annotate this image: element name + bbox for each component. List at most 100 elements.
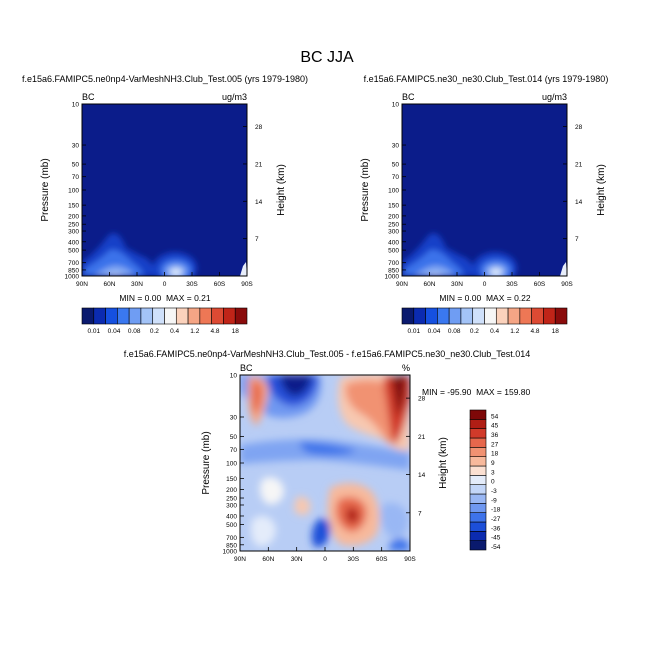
colorbar-label: 4.8 [210, 328, 219, 335]
panel-b-title: f.e15a6.FAMIPC5.ne30_ne30.Club_Test.014 … [364, 74, 609, 84]
colorbar-label: 0.08 [448, 328, 461, 335]
colorbar-swatch [117, 307, 130, 325]
y-tick-label: 700 [388, 260, 399, 267]
colorbar-swatch [469, 540, 487, 551]
colorbar-swatch [81, 307, 95, 325]
height-tick-label: 14 [255, 199, 263, 206]
panel-c-xticks: 90N 60N 30N 0 30S 60S 90S [234, 547, 416, 563]
x-tick-label: 60S [534, 281, 546, 288]
y-tick-label: 500 [388, 248, 399, 255]
colorbar-swatch [140, 307, 154, 325]
x-tick-label: 60S [376, 556, 388, 563]
x-tick-label: 60N [424, 281, 436, 288]
colorbar-swatch [469, 419, 487, 429]
y-tick-label: 200 [68, 213, 79, 220]
y-tick-label: 50 [392, 162, 400, 169]
y-tick-label: 30 [230, 414, 238, 421]
y-tick-label: 70 [72, 174, 80, 181]
colorbar-swatch [152, 307, 165, 325]
panel-b-stats: MIN = 0.00 MAX = 0.22 [439, 293, 531, 303]
colorbar-label: 0.01 [87, 328, 100, 335]
colorbar-swatch [223, 307, 236, 325]
colorbar-swatch [187, 307, 201, 325]
panel-b-xticks: 90N 60N 30N 0 30S 60S 90S [396, 272, 573, 288]
y-tick-label: 1000 [385, 274, 400, 281]
colorbar-swatch [469, 437, 487, 448]
colorbar-label: 18 [232, 328, 240, 335]
panel-a-field [82, 104, 247, 276]
x-tick-label: 90N [234, 556, 246, 563]
colorbar-label: -45 [491, 535, 501, 542]
colorbar-swatch [469, 484, 487, 495]
height-tick-label: 7 [255, 236, 259, 243]
y-tick-label: 70 [392, 174, 400, 181]
y-tick-label: 400 [226, 513, 237, 520]
y-tick-label: 30 [72, 143, 80, 150]
colorbar-swatch [448, 307, 462, 325]
colorbar-swatch [543, 307, 556, 325]
colorbar-swatch [469, 503, 487, 513]
y-tick-label: 500 [68, 248, 79, 255]
y-tick-label: 400 [68, 239, 79, 246]
x-tick-label: 90N [396, 281, 408, 288]
y-tick-label: 150 [226, 476, 237, 483]
y-tick-label: 700 [226, 535, 237, 542]
panel-c-field [240, 375, 410, 551]
colorbar-label: 0.04 [428, 328, 441, 335]
colorbar-swatch [519, 307, 532, 325]
colorbar-swatch [460, 307, 474, 325]
panel-a-ylabel-right: Height (km) [276, 164, 287, 216]
colorbar-label: 0.4 [490, 328, 499, 335]
panel-b-field [402, 104, 567, 276]
panel-c: f.e15a6.FAMIPC5.ne0np4-VarMeshNH3.Club_T… [124, 349, 531, 563]
height-tick-label: 28 [575, 124, 583, 131]
colorbar-label: 9 [491, 460, 495, 467]
colorbar-label: 1.2 [510, 328, 519, 335]
y-tick-label: 250 [388, 222, 399, 229]
x-tick-label: 30S [348, 556, 360, 563]
x-tick-label: 90N [76, 281, 88, 288]
panel-b-height-ticks: 28 21 14 7 [563, 124, 583, 243]
colorbar-swatch [554, 307, 568, 325]
colorbar-label: 3 [491, 469, 495, 476]
y-tick-label: 10 [392, 102, 400, 109]
colorbar-swatch [469, 456, 487, 467]
y-tick-label: 850 [68, 267, 79, 274]
height-tick-label: 14 [418, 472, 426, 479]
x-tick-label: 30N [131, 281, 143, 288]
colorbar-label: 45 [491, 423, 499, 430]
colorbar-swatch [469, 493, 487, 504]
panel-c-stats: MIN = -95.90 MAX = 159.80 [422, 387, 531, 397]
colorbar-label: 18 [552, 328, 560, 335]
y-tick-label: 300 [388, 229, 399, 236]
main-title: BC JJA [300, 49, 354, 66]
x-tick-label: 0 [323, 556, 327, 563]
x-tick-label: 30N [451, 281, 463, 288]
y-tick-label: 50 [72, 162, 80, 169]
colorbar-label: -9 [491, 497, 497, 504]
panel-a: f.e15a6.FAMIPC5.ne0np4-VarMeshNH3.Club_T… [22, 74, 308, 303]
colorbar-label: 0 [491, 479, 495, 486]
colorbar-label: 54 [491, 413, 499, 420]
colorbar-swatch [469, 531, 487, 541]
height-tick-label: 21 [575, 161, 583, 168]
y-tick-label: 300 [226, 502, 237, 509]
colorbar-label: 0.2 [470, 328, 479, 335]
colorbar-swatch [175, 307, 189, 325]
colorbar-label: -36 [491, 525, 501, 532]
colorbar-swatch [199, 307, 212, 325]
colorbar-swatch [531, 307, 544, 325]
y-tick-label: 1000 [223, 549, 238, 556]
colorbar-swatch [105, 307, 118, 325]
panel-c-left-label: BC [240, 363, 253, 373]
colorbar-swatch [484, 307, 497, 325]
colorbar-swatch [164, 307, 177, 325]
y-tick-label: 70 [230, 447, 238, 454]
colorbar-swatch [234, 307, 248, 325]
y-tick-label: 200 [388, 213, 399, 220]
height-tick-label: 7 [575, 236, 579, 243]
colorbar-swatch [472, 307, 485, 325]
